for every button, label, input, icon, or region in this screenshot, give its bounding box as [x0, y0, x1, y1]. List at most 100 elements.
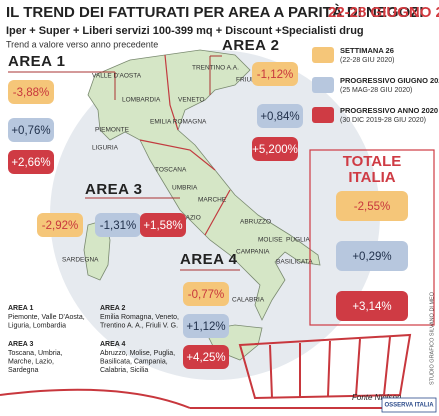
value-label: -1,12%	[257, 69, 293, 81]
border	[139, 139, 216, 171]
value-box	[183, 345, 229, 369]
area-name: AREA 1	[8, 53, 65, 70]
value-box	[37, 213, 83, 237]
value-box	[336, 191, 408, 221]
legend-label: PROGRESSIVO ANNO 2020	[340, 106, 438, 115]
key-line: Liguria, Lombardia	[8, 322, 66, 329]
key-name: AREA 2	[100, 305, 126, 312]
value-box	[336, 291, 408, 321]
cart-handle	[0, 388, 191, 409]
value-box	[336, 241, 408, 271]
key-line: Piemonte, Valle D'Aosta,	[8, 314, 85, 321]
region-label: VALLE D'AOSTA	[92, 73, 142, 80]
pointers	[8, 55, 240, 271]
border	[204, 189, 231, 236]
area-borders	[139, 54, 231, 236]
total-frame	[309, 149, 435, 326]
region-label: LOMBARDIA	[122, 97, 161, 104]
region-label: VENETO	[178, 97, 205, 104]
region-label: BASILICATA	[276, 259, 313, 266]
value-box	[140, 213, 186, 237]
region-label: EMILIA ROMAGNA	[150, 119, 207, 126]
key-name: AREA 3	[8, 341, 34, 348]
region-label: PUGLIA	[286, 237, 311, 244]
legend-label: PROGRESSIVO GIUGNO 2020	[340, 76, 439, 85]
logo: OSSERVA ITALIA	[384, 403, 434, 409]
credit: STUDIO GRAFICO SILVANO DI MEO	[429, 291, 435, 385]
area-values: AREA 1 -3,88% +0,76% +2,66% AREA 2 -1,12% +0,8…	[8, 37, 303, 369]
logo-box	[381, 397, 437, 413]
border	[164, 54, 179, 131]
region-label: CAMPANIA	[236, 249, 270, 256]
area-name: AREA 2	[222, 37, 279, 54]
cart-drawing	[0, 333, 412, 409]
value-label: +1,58%	[143, 220, 182, 232]
legend-period: (22-28 GIU 2020)	[340, 57, 394, 64]
total-title: ITALIA	[348, 169, 395, 186]
region-label: LIGURIA	[92, 145, 119, 152]
key-line: Basilicata, Campania,	[100, 358, 168, 365]
region-label: MOLISE	[258, 237, 283, 244]
region-label: ABRUZZO	[240, 219, 271, 226]
value-box	[252, 62, 298, 86]
value-label: -2,92%	[42, 220, 78, 232]
subtitle: Iper + Super + Liberi servizi 100-399 mq…	[6, 25, 364, 37]
value-label: -0,77%	[188, 289, 224, 301]
cart-basket	[238, 333, 412, 400]
value-box	[8, 118, 54, 142]
value-label: +5,200%	[252, 144, 298, 156]
value-label: +2,66%	[11, 157, 50, 169]
legend-swatch	[312, 47, 334, 63]
key-line: Sardegna	[8, 367, 38, 374]
value-label: +0,29%	[352, 251, 391, 263]
region-label: TRENTINO A.A.	[192, 65, 239, 72]
region-label: UMBRIA	[172, 185, 198, 192]
legend-period: (25 MAG-28 GIU 2020)	[340, 87, 412, 94]
title-date: 22-28 GIUGNO 2020	[328, 4, 439, 21]
key-line: Trentino A. A., Friuli V. G.	[100, 322, 178, 329]
note: Trend a valore verso anno precedente	[6, 39, 158, 49]
region-label: SARDEGNA	[62, 257, 99, 264]
key-line: Abruzzo, Molise, Puglia,	[100, 350, 175, 357]
key-line: Emilia Romagna, Veneto,	[100, 314, 179, 321]
area-name: AREA 4	[180, 251, 238, 268]
key-line: Toscana, Umbria,	[8, 350, 63, 357]
value-label: +1,12%	[186, 321, 225, 333]
value-label: -1,31%	[100, 220, 136, 232]
value-label: +4,25%	[186, 352, 225, 364]
value-box	[8, 80, 54, 104]
value-box	[183, 314, 229, 338]
legend: SETTIMANA 26 (22-28 GIU 2020) PROGRESSIVO …	[312, 46, 439, 124]
region-label: MARCHE	[198, 197, 227, 204]
value-label: -3,88%	[13, 87, 49, 99]
total-title: TOTALE	[343, 153, 402, 170]
value-label: +0,76%	[11, 125, 50, 137]
area-key: AREA 1 Piemonte, Valle D'Aosta,Liguria, L…	[8, 305, 179, 374]
value-label: +3,14%	[352, 301, 391, 313]
title: IL TREND DEI FATTURATI PER AREA A PARITÀ…	[6, 4, 424, 21]
legend-period: (30 DIC 2019-28 GIU 2020)	[340, 117, 426, 124]
source: Fonte Nielsen	[352, 393, 402, 402]
region-label: TOSCANA	[155, 167, 187, 174]
key-line: Calabria, Sicilia	[100, 367, 148, 374]
region-label: PIEMONTE	[95, 127, 130, 134]
value-box	[8, 150, 54, 174]
value-box	[252, 137, 298, 161]
mainland	[87, 49, 321, 321]
cart-grid	[269, 336, 391, 399]
value-box	[183, 282, 229, 306]
value-label: +0,84%	[260, 111, 299, 123]
legend-swatch	[312, 107, 334, 123]
region-label: CALABRIA	[232, 297, 265, 304]
key-name: AREA 1	[8, 305, 34, 312]
legend-swatch	[312, 77, 334, 93]
value-box	[95, 213, 141, 237]
legend-label: SETTIMANA 26	[340, 46, 394, 55]
area-name: AREA 3	[85, 181, 142, 198]
key-name: AREA 4	[100, 341, 126, 348]
value-box	[257, 104, 303, 128]
value-label: -2,55%	[354, 201, 390, 213]
region-label: LAZIO	[182, 215, 201, 222]
